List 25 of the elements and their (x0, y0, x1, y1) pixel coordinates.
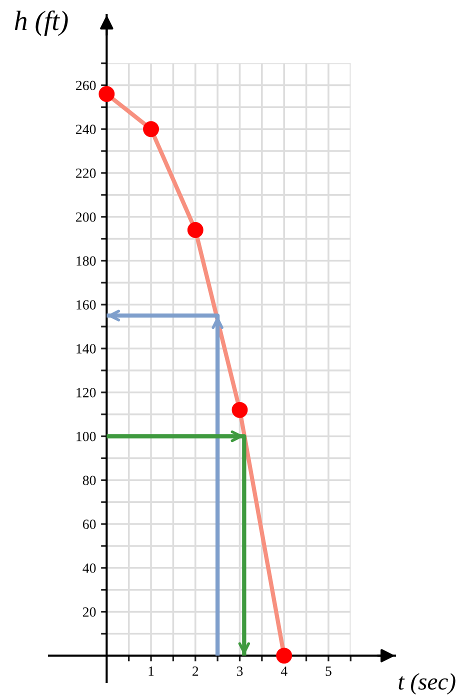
y-tick-label: 260 (76, 80, 96, 90)
y-axis-title: h (ft) (14, 10, 68, 36)
point (232, 402, 248, 418)
y-tick-label: 100 (76, 432, 96, 442)
point (143, 121, 160, 138)
y-tick-label: 60 (82, 520, 96, 529)
y-tick-label: 220 (76, 168, 96, 178)
y-tick-label: 160 (76, 300, 96, 310)
y-tick-label: 120 (76, 388, 96, 398)
y-tick-label: 200 (76, 212, 96, 222)
x-tick-label: 5 (326, 666, 332, 676)
y-tick-label: 180 (76, 256, 96, 266)
x-tick-label: 3 (236, 666, 243, 676)
x-tick-label: 4 (280, 666, 288, 676)
x-tick-label: 2 (192, 666, 198, 676)
point (187, 222, 204, 238)
y-tick-label: 140 (76, 344, 96, 354)
y-tick-label: 40 (82, 563, 96, 573)
y-tick-label: 240 (76, 124, 96, 134)
y-tick-label: 20 (82, 607, 96, 617)
x-tick-label: 1 (148, 666, 154, 676)
point (276, 648, 292, 664)
x-axis-title: t (sec) (398, 673, 456, 695)
y-tick-label: 80 (82, 476, 96, 486)
point (98, 86, 115, 102)
